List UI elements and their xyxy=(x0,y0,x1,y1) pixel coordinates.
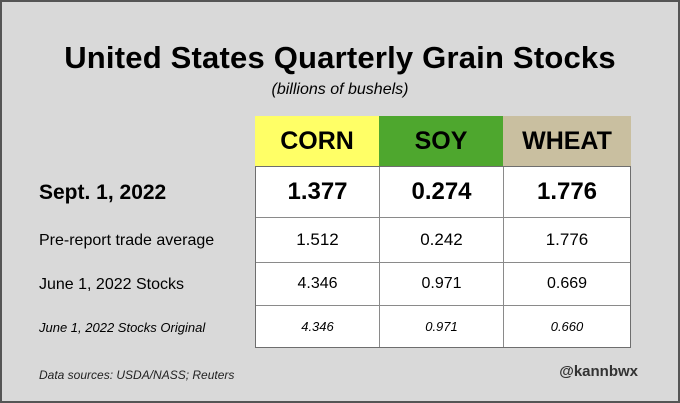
cell-june-wheat: 0.669 xyxy=(546,275,588,292)
row-divider xyxy=(256,305,630,306)
cell-sept-wheat: 1.776 xyxy=(536,178,598,205)
page-title: United States Quarterly Grain Stocks xyxy=(64,40,616,75)
cell-trade-soy: 0.242 xyxy=(420,230,463,249)
stocks-table: 1.377 0.274 1.776 1.512 0.242 1.776 4.34… xyxy=(255,166,631,348)
data-sources: Data sources: USDA/NASS; Reuters xyxy=(39,368,235,382)
cell-original-corn: 4.346 xyxy=(301,319,334,334)
row-label-trade-average: Pre-report trade average xyxy=(39,231,215,249)
column-header-wheat: WHEAT xyxy=(503,116,631,166)
cell-sept-soy: 0.274 xyxy=(411,178,472,205)
cell-june-corn: 4.346 xyxy=(297,275,338,292)
row-divider xyxy=(256,262,630,263)
row-divider xyxy=(256,217,630,218)
page-subtitle: (billions of bushels) xyxy=(271,81,409,98)
column-divider xyxy=(503,167,504,347)
cell-original-wheat: 0.660 xyxy=(550,319,584,334)
row-label-june-2022-original: June 1, 2022 Stocks Original xyxy=(39,319,206,335)
row-label-sept-2022: Sept. 1, 2022 xyxy=(39,181,167,204)
row-label-june-2022-stocks: June 1, 2022 Stocks xyxy=(39,275,184,293)
column-divider xyxy=(379,167,380,347)
cell-sept-corn: 1.377 xyxy=(287,178,348,205)
column-header-corn: CORN xyxy=(255,116,379,166)
cell-trade-wheat: 1.776 xyxy=(545,230,589,249)
cell-original-soy: 0.971 xyxy=(425,319,458,334)
cell-trade-corn: 1.512 xyxy=(296,230,339,249)
cell-june-soy: 0.971 xyxy=(421,275,462,292)
author-handle: @kannbwx xyxy=(559,363,638,380)
column-header-soy: SOY xyxy=(379,116,503,166)
